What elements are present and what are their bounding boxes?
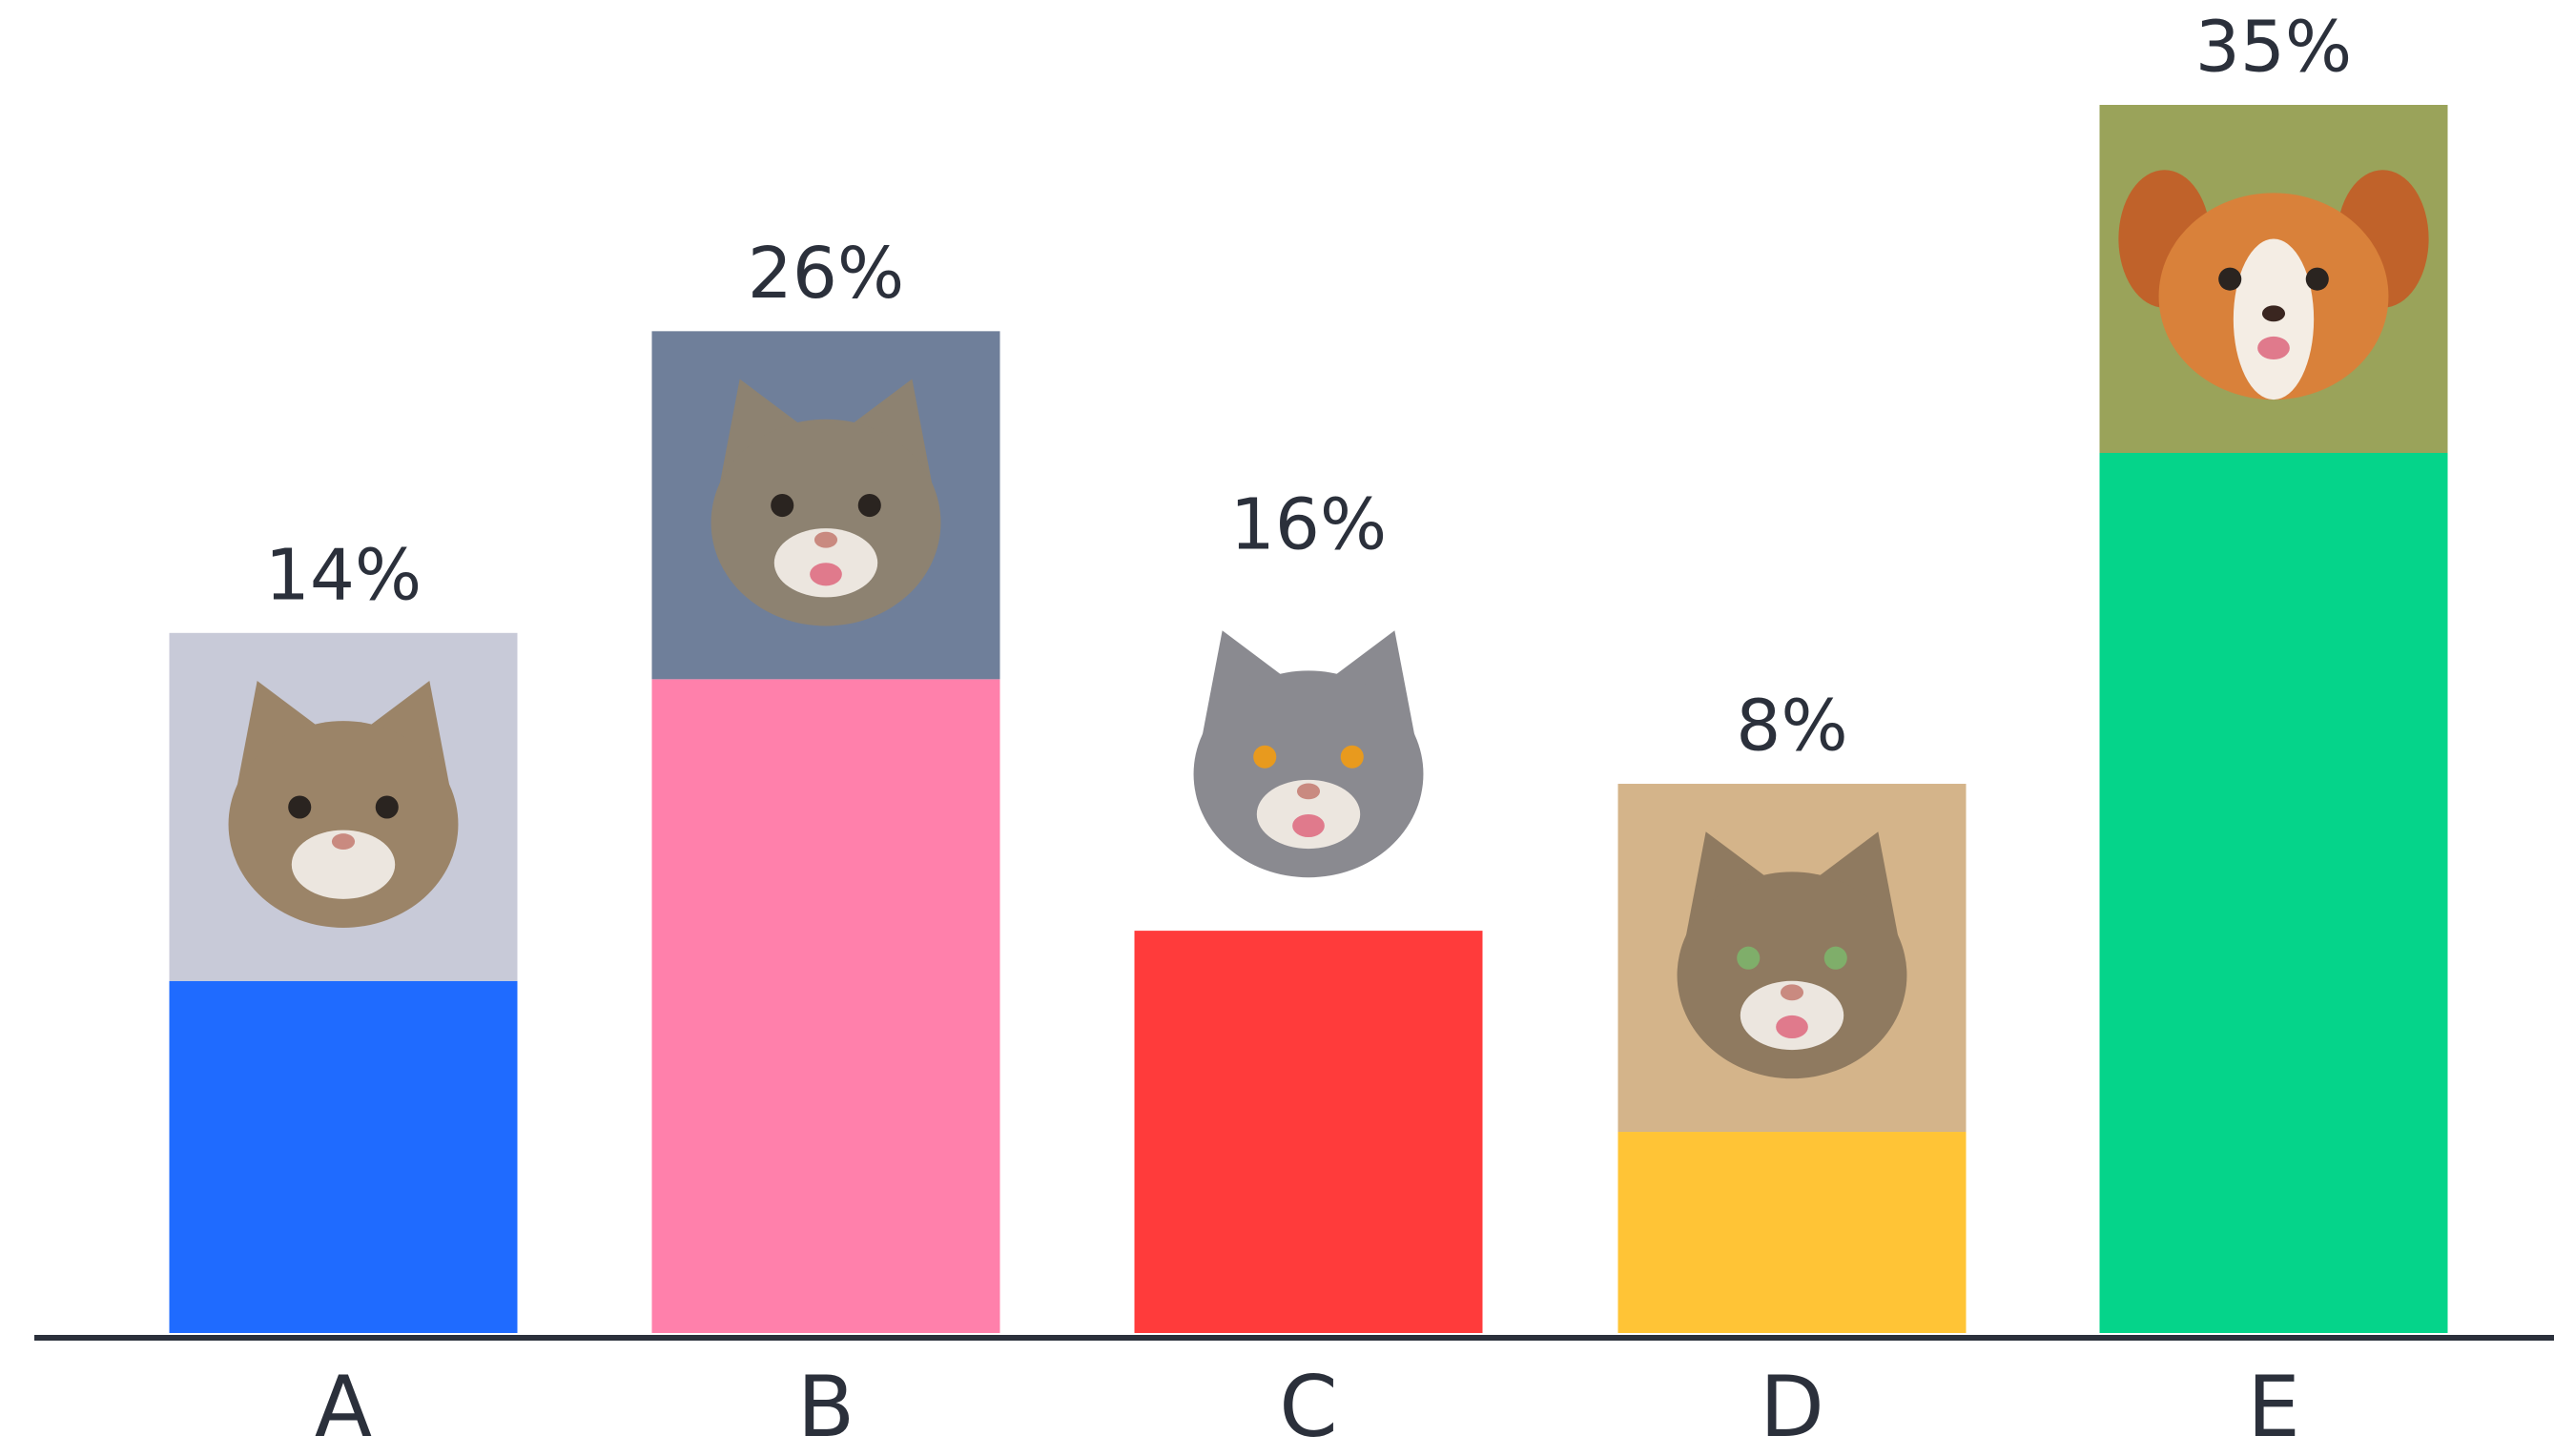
muzzle (291, 830, 396, 899)
x-tick-label: A (315, 1358, 372, 1456)
face (1677, 872, 1907, 1079)
value-label: 35% (2195, 7, 2352, 89)
x-tick-label: D (1760, 1358, 1824, 1456)
mouth (810, 563, 842, 586)
eye (2305, 267, 2329, 291)
nose (814, 531, 838, 548)
value-label: 14% (265, 534, 422, 616)
nose (1780, 984, 1804, 1001)
eye (1823, 946, 1847, 970)
face (711, 419, 941, 626)
eye (1253, 745, 1277, 769)
value-label: 8% (1736, 686, 1847, 768)
face (1193, 670, 1424, 878)
photo (651, 331, 1000, 680)
photo (169, 632, 518, 981)
nose (331, 833, 356, 851)
x-tick-label: E (2247, 1358, 2300, 1456)
nose (1296, 783, 1321, 800)
bar (651, 679, 1000, 1333)
value-label: 26% (748, 233, 904, 315)
nose (2261, 305, 2286, 322)
x-tick-label: C (1279, 1358, 1337, 1456)
eye (288, 795, 312, 819)
photo (2099, 105, 2448, 453)
eye (771, 493, 794, 518)
mouth (1292, 813, 1325, 838)
eye (1340, 745, 1364, 769)
eye (2218, 267, 2242, 291)
x-tick-label: B (797, 1358, 855, 1456)
bar (169, 980, 518, 1333)
eye (375, 795, 399, 819)
photo (1134, 583, 1483, 932)
bar (1134, 931, 1483, 1333)
face (228, 721, 459, 928)
bar (1617, 1132, 1967, 1333)
eye (1737, 946, 1761, 970)
value-label: 16% (1230, 484, 1387, 566)
bar (2099, 453, 2448, 1333)
photo (1617, 784, 1967, 1133)
eye (857, 493, 881, 518)
mouth (1776, 1015, 1808, 1039)
muzzle (1740, 980, 1844, 1051)
mouth (2257, 336, 2290, 359)
